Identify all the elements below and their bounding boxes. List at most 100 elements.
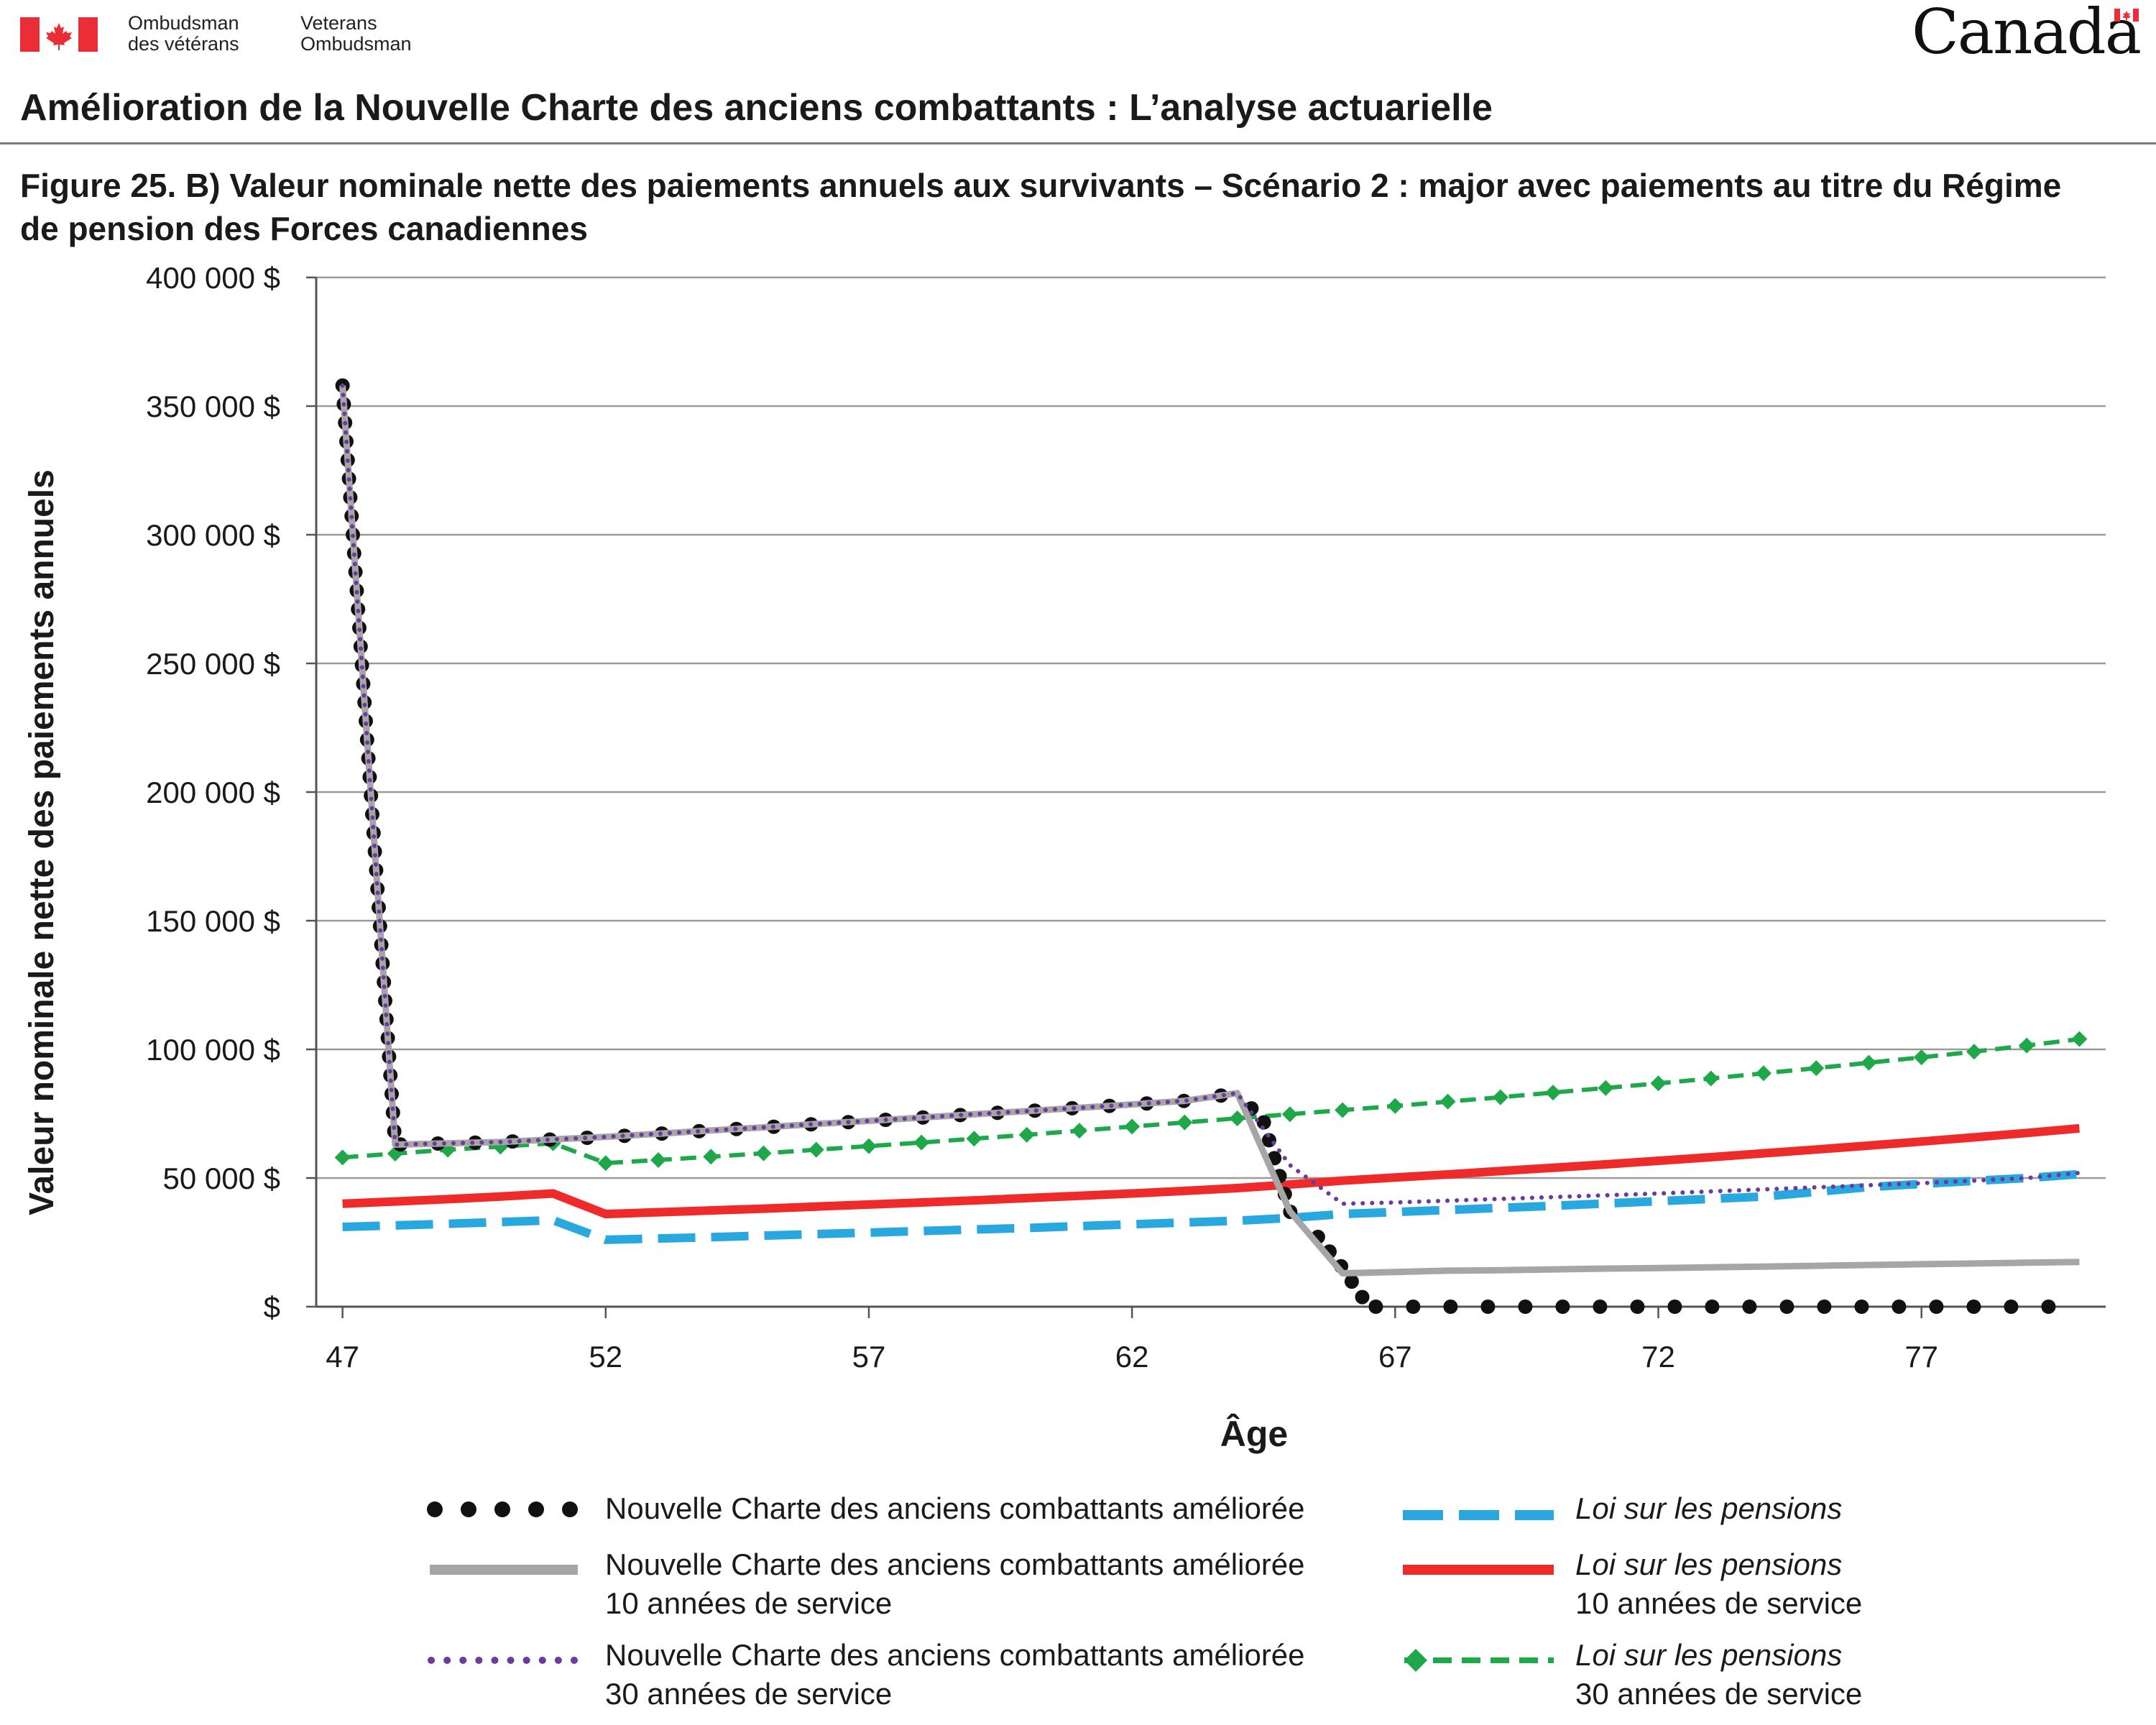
wordmark-flag-icon <box>2114 9 2139 22</box>
org-name-en: Veterans Ombudsman <box>300 13 412 55</box>
loi30-marker <box>1176 1114 1193 1131</box>
ncac-point <box>1966 1300 1981 1314</box>
legend-item-loi: Loi sur les pensions <box>1575 1489 1842 1528</box>
org-name-fr: Ombudsman des vétérans <box>128 13 239 55</box>
ncac-point <box>1518 1300 1533 1314</box>
ncac-point <box>1443 1300 1458 1314</box>
ytick-label: $ <box>264 1290 280 1324</box>
series-line-loi <box>342 1169 2080 1244</box>
legend-item-ncac: Nouvelle Charte des anciens combattants … <box>605 1489 1305 1528</box>
xtick-label: 67 <box>1378 1340 1412 1374</box>
loi30-marker <box>1545 1085 1562 1101</box>
legend-item-ncac30: Nouvelle Charte des anciens combattants … <box>605 1636 1305 1714</box>
loi30-marker <box>1492 1089 1508 1105</box>
legend-sublabel-ncac10: 10 années de service <box>605 1586 893 1620</box>
ytick-label: 50 000 $ <box>163 1162 281 1195</box>
ncac-point <box>2041 1300 2056 1314</box>
loi30-marker <box>1703 1070 1719 1087</box>
ytick-label: 250 000 $ <box>146 647 280 681</box>
ytick-label: 150 000 $ <box>146 904 280 938</box>
loi30-marker <box>334 1149 351 1166</box>
x-axis-title: Âge <box>1220 1414 1288 1454</box>
figure-title: Figure 25. B) Valeur nominale nette des … <box>20 167 2062 247</box>
series-line-loi10 <box>342 1123 2080 1219</box>
axes <box>306 276 2106 1318</box>
ytick-label: 100 000 $ <box>146 1033 280 1067</box>
legend-swatch-ncac30 <box>428 1657 581 1664</box>
xtick-label: 72 <box>1641 1340 1675 1374</box>
loi30-marker <box>1913 1049 1930 1066</box>
ytick-label: 300 000 $ <box>146 518 280 552</box>
loi30-marker <box>1808 1060 1825 1077</box>
legend-swatch-ncac10 <box>430 1565 578 1575</box>
legend-sublabel-loi30: 30 années de service <box>1575 1677 1863 1711</box>
ncac-point <box>1368 1300 1383 1314</box>
legend-label-ncac: Nouvelle Charte des anciens combattants … <box>605 1491 1305 1525</box>
org-en-line1: Veterans <box>300 12 377 34</box>
loi30-marker <box>1335 1102 1351 1118</box>
loi30-marker <box>966 1131 982 1147</box>
canada-wordmark: Canada <box>1911 0 2142 68</box>
ncac-point <box>1256 1115 1271 1130</box>
site-header: Ombudsman des vétérans Veterans Ombudsma… <box>0 0 2156 79</box>
series-line-ncac10 <box>339 385 2080 1276</box>
loi30-marker <box>2019 1037 2035 1054</box>
data-series <box>334 378 2088 1314</box>
y-axis-title: Valeur nominale nette des paiements annu… <box>23 469 61 1215</box>
canada-flag-icon <box>20 17 98 52</box>
loi30-marker <box>703 1149 719 1165</box>
ncac-point <box>1480 1300 1496 1314</box>
ncac-point <box>1406 1300 1421 1314</box>
ncac-point <box>1555 1300 1570 1314</box>
legend-swatch-loi <box>1403 1510 1554 1520</box>
legend-label-loi30: Loi sur les pensions <box>1575 1638 1843 1672</box>
loi30-marker <box>1861 1054 1877 1071</box>
xtick-label: 62 <box>1115 1340 1149 1374</box>
xtick-label: 77 <box>1904 1340 1938 1374</box>
grid-lines <box>316 276 2106 1179</box>
legend-label-loi10: Loi sur les pensions <box>1575 1547 1843 1581</box>
loi30-marker <box>1018 1126 1035 1143</box>
legend-item-ncac10: Nouvelle Charte des anciens combattants … <box>605 1545 1305 1623</box>
loi30-marker <box>755 1145 772 1162</box>
loi30-marker <box>1650 1075 1667 1092</box>
loi30-marker <box>913 1134 930 1151</box>
ncac-point <box>1344 1274 1359 1289</box>
loi30-marker <box>597 1155 614 1172</box>
ncac-point <box>1929 1300 1944 1314</box>
loi30-marker <box>2071 1031 2088 1047</box>
loi30-marker <box>1124 1118 1141 1135</box>
ncac-point <box>1742 1300 1757 1314</box>
loi30-marker <box>860 1138 877 1154</box>
axis-labels: $50 000 $ 100 000 $ 150 000 $ 200 000 $ 250 … <box>23 261 1938 1454</box>
title-divider <box>0 142 2156 144</box>
ytick-label: 400 000 $ <box>146 261 280 295</box>
legend-swatch-loi30 <box>1404 1649 1554 1672</box>
page-title: Amélioration de la Nouvelle Charte des a… <box>20 87 1493 129</box>
legend-item-loi30: Loi sur les pensions 30 années de servic… <box>1575 1636 1862 1714</box>
org-en-line2: Ombudsman <box>300 33 412 55</box>
ncac-point <box>2004 1300 2019 1314</box>
loi30-marker <box>1281 1106 1298 1123</box>
loi30-marker <box>1966 1044 1982 1060</box>
loi30-marker <box>1229 1110 1245 1126</box>
ncac-point <box>1355 1289 1370 1305</box>
ncac-point <box>1817 1300 1832 1314</box>
loi30-marker <box>1071 1123 1087 1139</box>
xtick-label: 47 <box>326 1340 359 1374</box>
legend-swatch-loi10 <box>1403 1565 1554 1575</box>
ncac-point <box>1705 1300 1720 1314</box>
legend-swatch-ncac <box>427 1501 578 1517</box>
ytick-label: 200 000 $ <box>146 776 280 809</box>
legend-label-loi: Loi sur les pensions <box>1575 1491 1843 1525</box>
org-fr-line1: Ombudsman <box>128 12 239 34</box>
ncac-point <box>1630 1300 1645 1314</box>
series-line-loi30 <box>342 1036 2080 1166</box>
legend-label-ncac10: Nouvelle Charte des anciens combattants … <box>605 1547 1305 1581</box>
series-line-ncac30 <box>340 383 2082 1206</box>
loi30-marker <box>808 1141 824 1158</box>
canada-wordmark-text: Canada <box>1911 0 2142 68</box>
legend-label-ncac30: Nouvelle Charte des anciens combattants … <box>605 1638 1305 1672</box>
org-fr-line2: des vétérans <box>128 33 239 55</box>
